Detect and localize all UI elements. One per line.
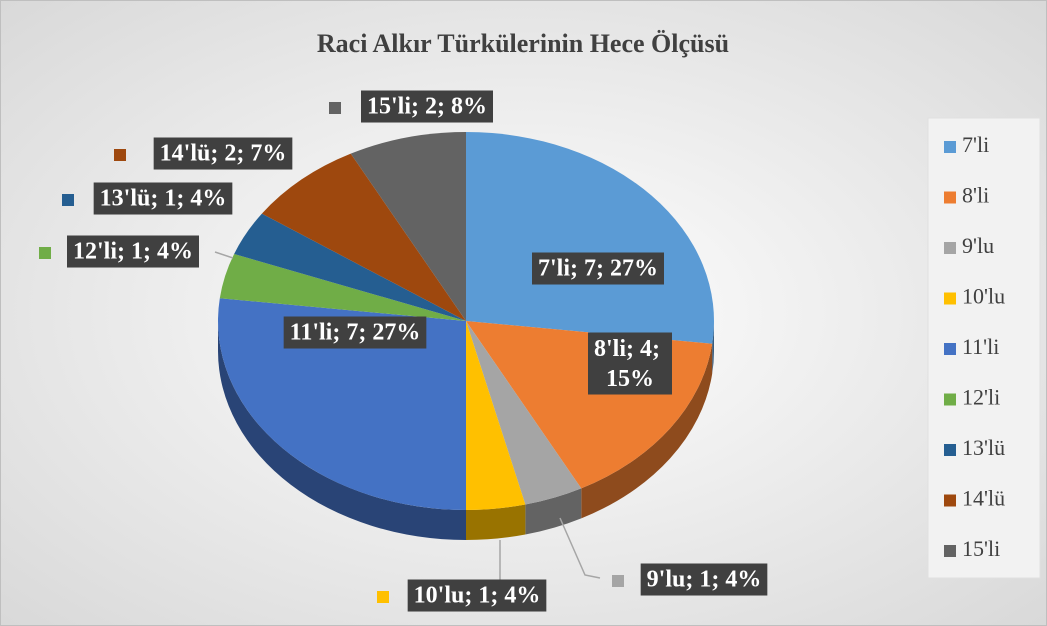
legend-label: 14'lü [962, 486, 1005, 511]
data-label: 12'li; 1; 4% [73, 239, 193, 265]
data-label-group: 9'lu; 1; 4% [640, 563, 768, 596]
data-label: 15'li; 2; 8% [367, 94, 487, 120]
data-label-marker [114, 149, 126, 161]
slice-side [525, 488, 582, 535]
data-label-box [361, 90, 493, 123]
slice [466, 321, 582, 505]
data-label-group: 15'li; 2; 8% [361, 90, 493, 123]
data-label-box [93, 182, 233, 215]
legend-label: 12'li [962, 385, 1000, 410]
data-label-group: 10'lu; 1; 4% [407, 579, 547, 612]
slice-side [218, 321, 466, 540]
data-label-line: 8'li; 4; [594, 336, 666, 362]
data-label-box [283, 316, 427, 349]
legend-swatch [944, 444, 956, 456]
leader-line [559, 517, 601, 579]
legend-swatch [944, 242, 956, 254]
data-label: 13'lü; 1; 4% [100, 186, 227, 212]
data-label-group: 7'li; 7; 27% [532, 252, 664, 285]
legend-label: 8'li [962, 183, 989, 208]
data-label-marker [39, 247, 51, 259]
data-label-line: 15% [606, 366, 654, 392]
data-label: 11'li; 7; 27% [290, 320, 421, 346]
slice [219, 253, 466, 321]
slice [234, 213, 466, 321]
legend-label: 9'lu [962, 233, 994, 258]
legend-label: 11'li [962, 334, 999, 359]
slice-side [466, 504, 526, 540]
data-label-box [407, 579, 547, 612]
slice [217, 298, 466, 510]
data-label-group: 13'lü; 1; 4% [93, 182, 233, 215]
slice [466, 132, 714, 344]
data-label-group: 12'li; 1; 4% [67, 235, 199, 268]
data-label-box [532, 252, 664, 285]
chart-title: Raci Alkır Türkülerinin Hece Ölçüsü [317, 29, 729, 58]
legend-label: 13'lü [962, 435, 1005, 460]
data-label-box [640, 563, 768, 596]
leader-line [214, 251, 234, 259]
legend-label: 7'li [962, 132, 989, 157]
legend-swatch [944, 141, 956, 153]
legend-swatch [944, 191, 956, 204]
data-label-marker [62, 194, 74, 206]
data-label-group: 11'li; 7; 27% [283, 316, 427, 349]
data-label: 10'lu; 1; 4% [414, 583, 541, 609]
data-label-box [67, 235, 199, 268]
data-label-box [588, 332, 672, 395]
data-label: 7'li; 7; 27% [538, 256, 658, 282]
legend-label: 15'li [962, 536, 1000, 561]
slice-side [712, 321, 714, 374]
data-label-box [153, 137, 293, 170]
data-label-group: 14'lü; 2; 7% [153, 137, 293, 170]
slice-side [581, 343, 713, 519]
slice [466, 321, 526, 510]
data-label-marker [329, 102, 341, 114]
data-label: 14'lü; 2; 7% [160, 141, 287, 167]
slice [261, 153, 466, 321]
data-label-group: 8'li; 4; 15% [588, 332, 672, 395]
data-label: 8'li; 4; 15% [594, 336, 666, 392]
data-label-marker [377, 591, 389, 603]
data-label-marker [612, 575, 624, 587]
legend-label: 10'lu [962, 284, 1005, 309]
data-label: 9'lu; 1; 4% [647, 567, 762, 593]
legend-swatch [944, 545, 956, 557]
legend-swatch [944, 393, 956, 406]
slice [350, 132, 466, 321]
legend-swatch [944, 292, 956, 305]
legend-swatch [944, 494, 956, 507]
legend-swatch [944, 343, 956, 355]
